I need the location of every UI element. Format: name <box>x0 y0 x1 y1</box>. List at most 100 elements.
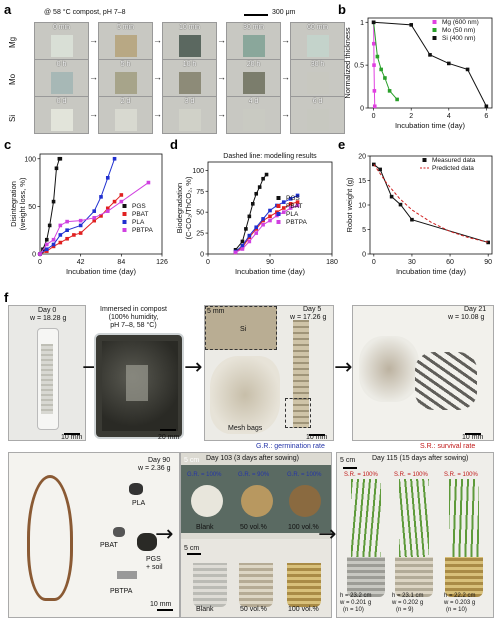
legend-marker <box>276 212 281 216</box>
data-point <box>54 166 59 171</box>
data-point <box>72 233 76 237</box>
data-point <box>398 202 403 207</box>
data-point <box>268 208 272 213</box>
x-tick-label: 180 <box>326 259 338 266</box>
x-tick-label: 90 <box>266 259 274 266</box>
legend-label: PLA <box>132 219 145 226</box>
data-point <box>281 206 286 210</box>
pbtpa-fragments <box>117 571 137 579</box>
data-point <box>295 193 300 198</box>
tile-si-0: 0 d <box>34 96 89 134</box>
tile-time-label: 5 min <box>116 24 135 31</box>
legend-label: PLA <box>286 211 299 218</box>
y-axis-label: (C-CO₂/ThCO₂, %) <box>184 176 193 239</box>
y-tick-label: 0 <box>360 106 364 113</box>
legend-label: PGS <box>286 195 300 202</box>
row-label-si: Si <box>8 114 17 122</box>
plant-height: h = 22.2 cm <box>444 593 476 599</box>
data-point <box>371 20 376 25</box>
data-point <box>146 180 151 185</box>
sample-square <box>115 35 137 57</box>
photo-day0 <box>8 305 86 441</box>
x-axis-label: Incubation time (day) <box>66 267 137 276</box>
scale-bar <box>309 434 325 436</box>
seed-dish <box>289 485 321 517</box>
data-point <box>268 218 272 223</box>
tile-mg-1: 5 min <box>98 22 153 60</box>
gr-50: G.R. = 90% <box>238 472 270 478</box>
chart-c: 0 42 84 126 0 50 100 Incubation time (day) Disin… <box>9 153 168 276</box>
y-tick-label: 0 <box>200 252 204 259</box>
data-point <box>261 217 265 221</box>
sample-square <box>307 72 329 94</box>
data-point <box>78 231 83 235</box>
data-point <box>379 67 383 72</box>
data-point <box>295 200 300 204</box>
data-point <box>47 223 52 228</box>
arrow-icon: → <box>155 522 174 547</box>
plant-weight: w = 0.203 g <box>444 600 476 606</box>
legend-label: Si (400 nm) <box>442 35 476 42</box>
tile-si-2: 3 d <box>162 96 217 134</box>
data-point <box>112 199 117 204</box>
legend-marker <box>276 220 281 224</box>
day0-label: Day 0 <box>38 307 57 314</box>
data-point <box>257 185 262 189</box>
y-tick-label: 15 <box>358 178 366 185</box>
cond2-100: 100 vol.% <box>288 606 319 613</box>
pgs-soil-fragments <box>137 533 157 551</box>
germination-rate-legend: G.R.: germination rate <box>256 443 325 450</box>
robot-day5 <box>293 320 309 428</box>
y-axis-label: Normalized thickness <box>343 27 352 99</box>
series-line-mo-50-nm- <box>373 22 398 100</box>
tile-time-label: 10 min <box>178 24 200 31</box>
data-point <box>378 167 382 172</box>
data-point <box>250 202 255 206</box>
plant-weight: w = 0.202 g <box>392 600 424 606</box>
legend-marker <box>122 204 127 208</box>
legend-marker <box>432 20 437 24</box>
panel-label-b: b <box>338 2 346 17</box>
photo-day115 <box>336 452 494 618</box>
panel-label-c: c <box>4 137 12 152</box>
data-point <box>268 214 272 219</box>
x-tick-label: 90 <box>484 259 492 266</box>
mesh-bag <box>210 356 280 434</box>
data-point <box>372 104 377 109</box>
y-axis-label: Disintegration <box>9 181 18 227</box>
legend-label: PGS <box>132 203 146 210</box>
y-tick-label: 25 <box>196 231 204 238</box>
series-line-pbtpa <box>235 205 298 253</box>
sample-square <box>179 72 201 94</box>
data-point <box>58 240 63 245</box>
arrow-icon: → <box>334 355 353 380</box>
arrow-icon: → <box>184 355 203 380</box>
data-point <box>105 206 110 211</box>
day21-label: Day 21 <box>464 306 487 313</box>
residue-fragments <box>415 352 477 410</box>
sample-square <box>179 35 201 57</box>
pbtpa-label: PBTPA <box>110 588 133 595</box>
y-axis-label: (weight loss, %) <box>18 177 27 230</box>
legend-marker <box>422 158 427 162</box>
row-label-mo: Mo <box>8 73 17 85</box>
sample-square <box>51 109 73 131</box>
arrow-icon: → <box>281 109 290 119</box>
day21-weight: w = 10.08 g <box>448 314 485 321</box>
plot-frame <box>39 153 163 255</box>
legend-marker <box>432 28 437 32</box>
series-line-predicted-data <box>373 164 489 243</box>
day115-label: Day 115 (15 days after sowing) <box>372 455 469 462</box>
pot-100 <box>287 563 321 607</box>
data-point <box>92 218 97 223</box>
panel-a-header: @ 58 °C compost, pH 7–8 <box>44 9 126 16</box>
scale-bar-label: 5 cm <box>340 457 356 464</box>
tile-mo-1: 5 h <box>98 59 153 97</box>
day90-label: Day 90 <box>148 457 171 464</box>
data-point <box>295 203 300 208</box>
sample-square <box>51 35 73 57</box>
tile-time-label: 0 min <box>52 24 71 31</box>
data-point <box>105 176 110 180</box>
x-tick-label: 2 <box>409 113 413 120</box>
data-point <box>44 247 49 252</box>
